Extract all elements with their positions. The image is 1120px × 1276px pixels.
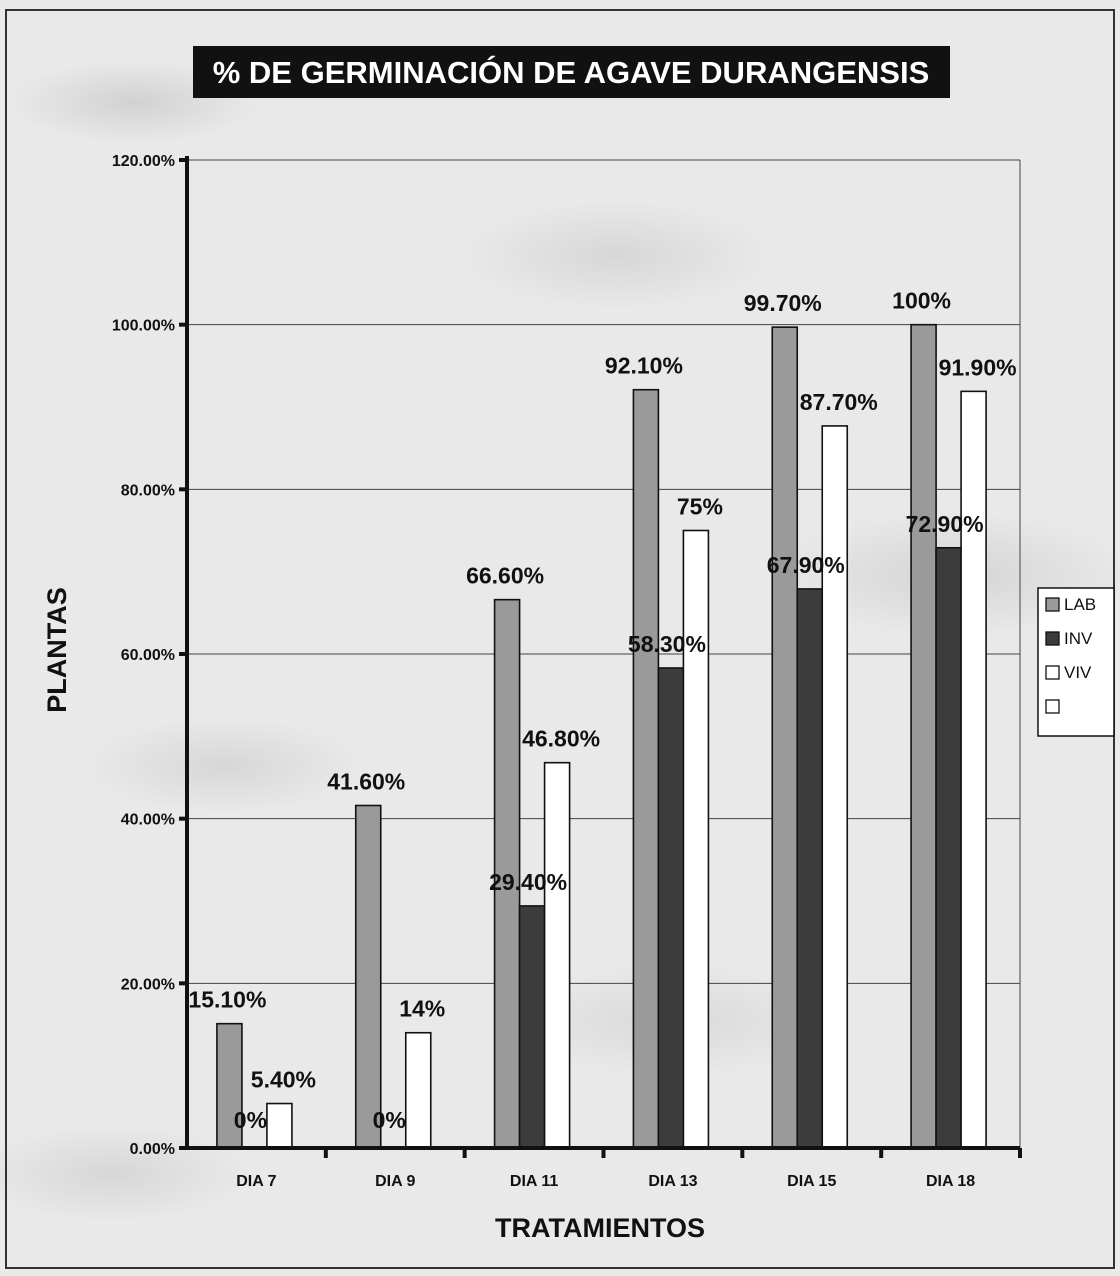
category-label: DIA 13 bbox=[648, 1173, 697, 1190]
chart-title: % DE GERMINACIÓN DE AGAVE DURANGENSIS bbox=[213, 54, 930, 90]
y-tick-label: 100.00% bbox=[112, 318, 175, 335]
data-labels: 15.10% 0% 5.40% 41.60% 0% 14% 66.60% 29.40% 46.8… bbox=[188, 288, 1016, 1133]
bar-viv bbox=[682, 529, 710, 1149]
data-label-viv: 5.40% bbox=[251, 1067, 316, 1093]
bar-inv bbox=[796, 588, 824, 1149]
x-axis-title: TRATAMIENTOS bbox=[495, 1213, 705, 1243]
data-label-viv: 87.70% bbox=[800, 389, 878, 415]
legend-swatch bbox=[1045, 699, 1060, 714]
bar-viv bbox=[543, 761, 571, 1149]
y-axis-title: PLANTAS bbox=[42, 587, 72, 713]
data-label-lab: 66.60% bbox=[466, 563, 544, 589]
title-box bbox=[193, 46, 950, 98]
category-label: DIA 11 bbox=[510, 1173, 558, 1190]
legend-swatch bbox=[1045, 631, 1060, 646]
y-tick-label: 120.00% bbox=[112, 153, 175, 170]
bar-lab bbox=[910, 323, 937, 1149]
data-label-inv: 0% bbox=[373, 1107, 406, 1133]
bar-inv bbox=[657, 667, 685, 1149]
bar-viv bbox=[404, 1031, 432, 1149]
legend-swatch bbox=[1045, 597, 1060, 612]
y-tick-labels: 0.00% 20.00% 40.00% 60.00% 80.00% 100.00% 120.… bbox=[112, 153, 175, 1158]
data-label-inv: 58.30% bbox=[628, 631, 706, 657]
gridlines bbox=[187, 159, 1021, 1148]
category-labels: DIA 7 DIA 9 DIA 11 DIA 13 DIA 15 DIA 18 bbox=[236, 1173, 975, 1190]
bar-lab bbox=[632, 388, 660, 1149]
bar-viv bbox=[960, 390, 987, 1149]
data-label-inv: 67.90% bbox=[767, 552, 845, 578]
legend-label: INV bbox=[1064, 629, 1093, 648]
category-label: DIA 7 bbox=[236, 1173, 276, 1190]
bar-lab bbox=[354, 804, 382, 1149]
y-tick-label: 0.00% bbox=[130, 1141, 175, 1158]
bar-inv bbox=[518, 905, 546, 1149]
data-label-viv: 91.90% bbox=[939, 354, 1017, 380]
data-label-inv: 0% bbox=[234, 1107, 267, 1133]
bars bbox=[216, 323, 987, 1149]
data-label-viv: 46.80% bbox=[522, 726, 600, 752]
bar-lab bbox=[493, 598, 521, 1149]
data-label-viv: 14% bbox=[399, 996, 445, 1022]
y-tick-label: 80.00% bbox=[121, 482, 175, 499]
category-label: DIA 15 bbox=[787, 1173, 836, 1190]
category-label: DIA 9 bbox=[375, 1173, 415, 1190]
bar-lab bbox=[771, 326, 799, 1149]
data-label-lab: 100% bbox=[892, 288, 951, 314]
category-label: DIA 18 bbox=[926, 1173, 975, 1190]
data-label-lab: 41.60% bbox=[327, 768, 405, 794]
legend: LAB INV VIV bbox=[1037, 587, 1115, 737]
y-tick-label: 20.00% bbox=[121, 976, 175, 993]
legend-label: VIV bbox=[1064, 663, 1092, 682]
bar-inv bbox=[935, 546, 962, 1149]
data-label-viv: 75% bbox=[677, 494, 723, 520]
legend-label: LAB bbox=[1064, 595, 1096, 614]
data-label-lab: 15.10% bbox=[188, 987, 266, 1013]
data-label-inv: 29.40% bbox=[489, 869, 567, 895]
data-label-lab: 92.10% bbox=[605, 353, 683, 379]
axes bbox=[179, 156, 1022, 1158]
data-label-inv: 72.90% bbox=[906, 511, 984, 537]
bar-viv bbox=[266, 1102, 293, 1149]
bar-viv bbox=[821, 425, 849, 1149]
y-tick-label: 60.00% bbox=[121, 647, 175, 664]
bar-lab bbox=[216, 1022, 243, 1149]
data-label-lab: 99.70% bbox=[744, 290, 822, 316]
legend-swatch bbox=[1045, 665, 1060, 680]
y-tick-label: 40.00% bbox=[121, 812, 175, 829]
